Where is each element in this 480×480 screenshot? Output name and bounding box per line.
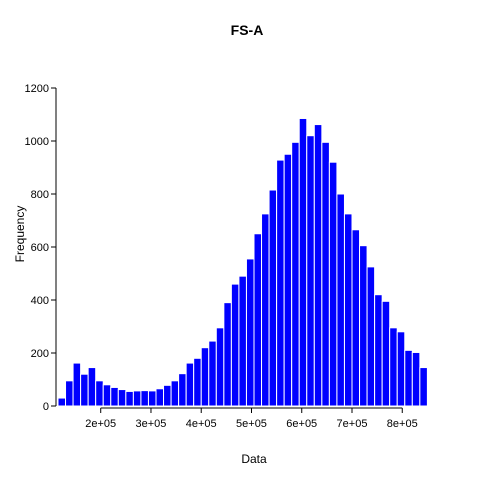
bars-group — [57, 117, 428, 407]
y-tick-label: 400 — [31, 295, 49, 307]
histogram-bar — [261, 213, 270, 407]
histogram-bar — [80, 373, 89, 407]
chart-title: FS-A — [231, 22, 264, 38]
histogram-bar — [419, 367, 428, 407]
histogram-bar — [147, 390, 157, 407]
x-tick-label: 4e+05 — [186, 418, 217, 430]
histogram-bar — [215, 327, 225, 407]
histogram-bar — [102, 384, 112, 407]
histogram-bar — [328, 161, 338, 407]
histogram-bar — [208, 340, 217, 407]
histogram-bar — [366, 266, 376, 407]
histogram-bar — [306, 135, 315, 407]
histogram-bar — [374, 294, 383, 407]
histogram-bar — [223, 302, 232, 407]
x-axis-label: Data — [241, 452, 267, 466]
histogram-bar — [125, 390, 134, 407]
histogram-bar — [132, 390, 142, 407]
y-tick-label: 600 — [31, 242, 49, 254]
histogram-bar — [238, 275, 247, 407]
histogram-bar — [200, 347, 210, 407]
histogram-bar — [95, 380, 104, 407]
y-tick-label: 1200 — [25, 83, 49, 95]
histogram-bar — [253, 233, 263, 407]
histogram-bar — [276, 159, 285, 407]
x-tick-label: 2e+05 — [85, 418, 116, 430]
histogram-bar — [65, 380, 74, 407]
x-axis: 2e+05 3e+05 4e+05 5e+05 6e+05 7e+05 8e+05 — [85, 407, 418, 430]
histogram-bar — [359, 245, 368, 407]
y-tick-label: 0 — [43, 401, 49, 413]
y-tick-label: 200 — [31, 348, 49, 360]
histogram-bar — [110, 386, 119, 407]
x-tick-label: 7e+05 — [337, 418, 368, 430]
y-tick-label: 1000 — [25, 136, 49, 148]
histogram-bar — [291, 141, 300, 407]
histogram-bar — [140, 390, 149, 407]
histogram-bar — [321, 141, 330, 407]
histogram-bar — [245, 258, 255, 407]
histogram-bar — [336, 193, 345, 407]
histogram-bar — [343, 213, 353, 407]
histogram-bar — [72, 362, 82, 407]
histogram-bar — [57, 397, 67, 407]
histogram-bar — [411, 351, 421, 407]
histogram-bar — [117, 389, 127, 407]
histogram-bar — [193, 357, 202, 407]
histogram-bar — [185, 362, 195, 407]
histogram-bar — [404, 349, 413, 407]
y-tick-label: 800 — [31, 189, 49, 201]
histogram-bar — [163, 384, 172, 407]
x-tick-label: 6e+05 — [286, 418, 317, 430]
x-tick-label: 5e+05 — [236, 418, 267, 430]
histogram-bar — [283, 153, 293, 407]
histogram-bar — [87, 367, 97, 407]
histogram-bar — [178, 373, 187, 407]
x-tick-label: 3e+05 — [136, 418, 167, 430]
y-axis: 0 200 400 600 800 1000 1200 — [25, 83, 57, 413]
y-axis-label: Frequency — [13, 206, 27, 263]
histogram-bar — [381, 300, 391, 407]
histogram-bar — [389, 327, 398, 407]
histogram-bar — [396, 331, 406, 407]
histogram-bar — [170, 380, 180, 407]
histogram-bar — [268, 189, 278, 407]
histogram-bar — [351, 229, 361, 407]
histogram-bar — [155, 388, 165, 407]
x-tick-label: 8e+05 — [387, 418, 418, 430]
histogram-bar — [230, 283, 240, 407]
histogram-bar — [298, 117, 308, 407]
histogram-bar — [313, 124, 323, 407]
